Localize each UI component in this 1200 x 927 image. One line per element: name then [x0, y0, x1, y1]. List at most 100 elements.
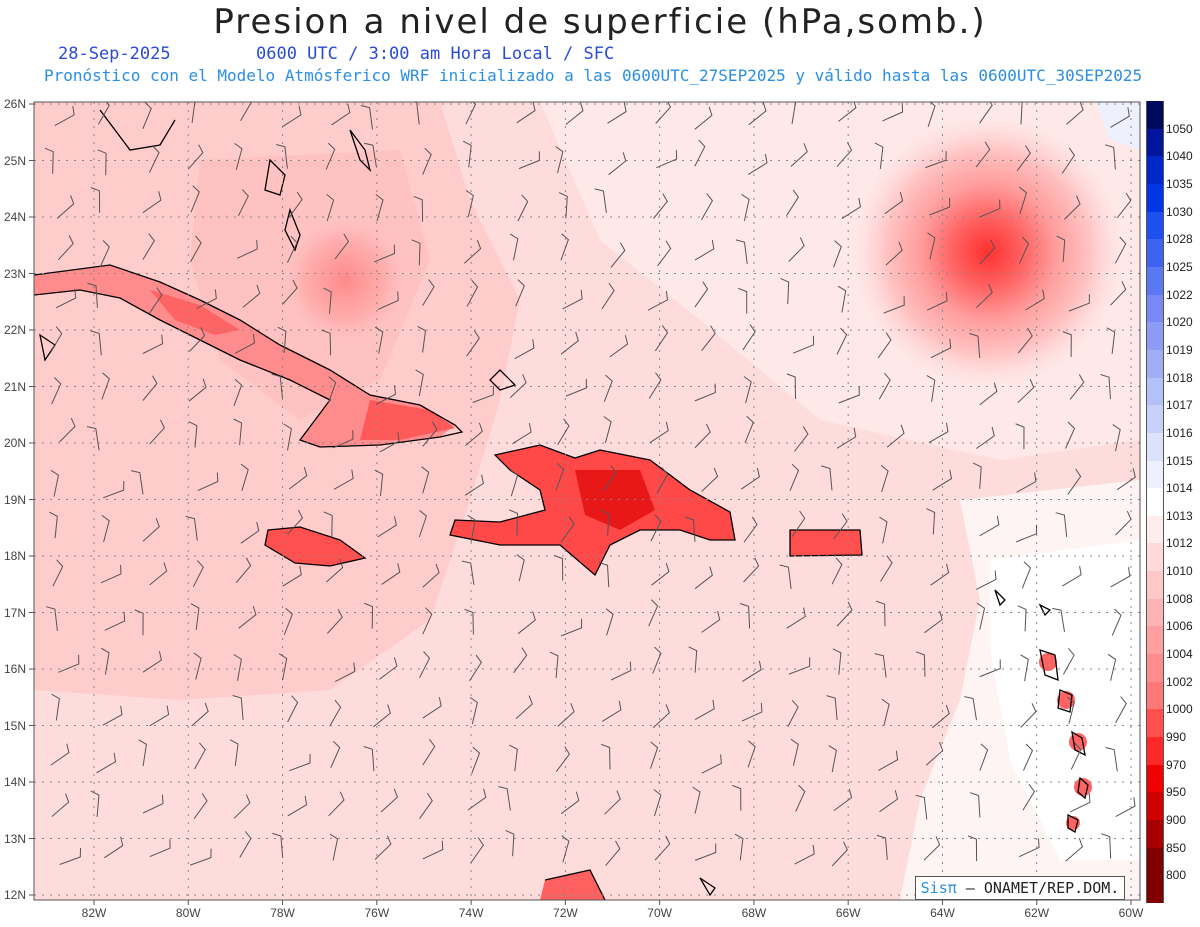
- wind-barb: [422, 279, 435, 306]
- wind-barb: [421, 466, 430, 494]
- colorbar-cell: [1146, 681, 1164, 710]
- wind-barbs: [44, 102, 1136, 867]
- wind-barb: [377, 291, 399, 310]
- wind-barb: [927, 232, 936, 260]
- wind-barb: [654, 325, 669, 352]
- wind-barb: [701, 325, 716, 352]
- wind-barb: [50, 743, 70, 766]
- wind-barb: [652, 704, 670, 729]
- wind-barb: [1114, 236, 1127, 264]
- lat-label: 22N: [4, 323, 27, 337]
- wind-barb: [610, 242, 626, 268]
- wind-barb: [509, 233, 519, 261]
- wind-barb: [560, 516, 575, 543]
- axis-ticks: [29, 103, 1132, 905]
- wind-barb: [694, 281, 709, 308]
- wind-barb: [461, 560, 475, 585]
- wind-barb: [328, 791, 345, 817]
- wind-barb: [560, 233, 569, 261]
- wind-barb: [1019, 186, 1028, 214]
- wind-barb: [1112, 424, 1121, 452]
- wind-barb: [558, 192, 568, 219]
- wind-barb: [748, 102, 767, 126]
- lat-label: 24N: [4, 210, 27, 224]
- wind-barb: [794, 845, 815, 865]
- wind-barb: [417, 325, 427, 353]
- wind-barb: [466, 330, 480, 357]
- wind-barb: [505, 830, 515, 857]
- wind-barb: [881, 698, 890, 726]
- colorbar-label: 1008: [1166, 591, 1193, 606]
- wind-barb: [915, 651, 926, 677]
- wind-barb: [882, 102, 904, 122]
- wind-barb: [192, 560, 204, 588]
- wind-barb: [321, 329, 332, 356]
- credit-text: – ONAMET/REP.DOM.: [956, 879, 1120, 897]
- wind-barb: [51, 377, 62, 405]
- colorbar-label: 1030: [1166, 204, 1193, 219]
- wind-barb: [375, 385, 397, 405]
- wind-barb: [232, 695, 244, 721]
- wind-barb: [878, 750, 899, 771]
- wind-barb: [876, 600, 886, 627]
- wind-barb: [926, 375, 936, 402]
- wind-barb: [1069, 793, 1091, 813]
- wind-barb: [748, 153, 768, 175]
- forecast-date: 28-Sep-2025: [58, 44, 171, 64]
- wind-barb: [363, 746, 375, 772]
- wind-barb: [976, 602, 986, 630]
- wind-barb: [1115, 797, 1136, 818]
- colorbar-label: 1012: [1166, 536, 1193, 551]
- wind-barb: [54, 105, 75, 127]
- colorbar-label: 1025: [1166, 259, 1193, 274]
- wind-barb: [741, 193, 750, 221]
- colorbar-label: 1028: [1166, 232, 1193, 247]
- wind-barb: [555, 146, 564, 174]
- wind-barb: [780, 277, 790, 305]
- wind-barb: [101, 647, 110, 675]
- map-frame: [33, 101, 1141, 901]
- wind-barb: [288, 466, 308, 490]
- wind-barb: [1017, 379, 1035, 404]
- wind-barb: [732, 784, 742, 811]
- wind-barb: [841, 197, 862, 220]
- wind-barb: [422, 840, 444, 860]
- wind-barb: [240, 102, 253, 122]
- wind-barb: [1020, 654, 1029, 682]
- wind-barb: [322, 287, 332, 314]
- lat-label: 26N: [4, 97, 27, 111]
- colorbar-label: 1050: [1166, 121, 1193, 136]
- lat-label: 21N: [4, 379, 27, 394]
- wind-barb: [471, 746, 481, 774]
- lon-label: 70W: [647, 906, 672, 920]
- wind-barb: [779, 564, 792, 590]
- wind-barb: [967, 835, 978, 862]
- lon-label: 82W: [81, 906, 107, 920]
- colorbar-label: 1000: [1166, 702, 1193, 717]
- wind-barb: [735, 239, 748, 264]
- wind-barb: [513, 647, 528, 674]
- wind-barb: [52, 559, 64, 587]
- wind-barb: [692, 786, 701, 814]
- wind-barb: [836, 327, 848, 355]
- wind-barb: [509, 374, 527, 399]
- map-title: Presion a nivel de superficie (hPa,somb.…: [213, 2, 987, 42]
- wind-barb: [884, 191, 904, 215]
- wind-barb: [969, 792, 981, 818]
- wind-barb: [1056, 235, 1066, 262]
- wind-barb: [375, 194, 384, 222]
- lat-label: 12N: [4, 888, 27, 902]
- wind-barb: [886, 424, 905, 448]
- wind-barb: [325, 558, 344, 583]
- colorbar-cell: [1146, 875, 1164, 903]
- wind-barb: [925, 151, 947, 169]
- wind-barb: [86, 426, 100, 451]
- wind-barb: [786, 373, 796, 400]
- wind-barb: [786, 189, 800, 216]
- wind-barb: [656, 150, 678, 169]
- wind-barb: [372, 704, 391, 728]
- wind-barb: [101, 514, 110, 543]
- colorbar-cell: [1146, 211, 1164, 240]
- wind-barb: [282, 105, 302, 128]
- wind-barb: [374, 244, 396, 263]
